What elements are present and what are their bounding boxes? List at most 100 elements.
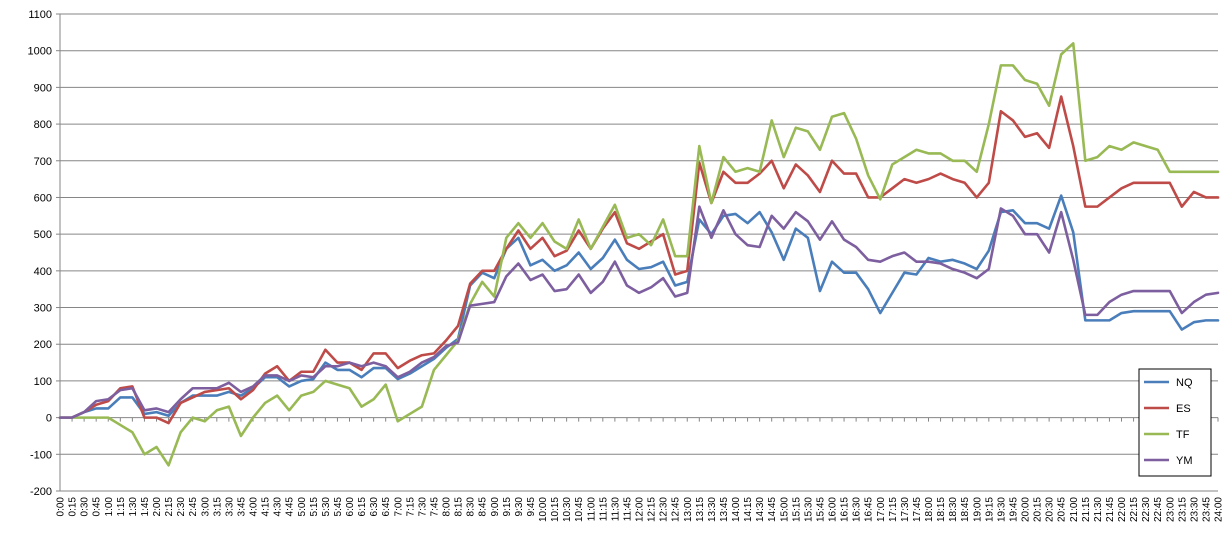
x-tick-label: 6:30 [369, 497, 380, 517]
x-tick-label: 6:15 [357, 497, 368, 517]
x-tick-label: 12:45 [671, 497, 682, 522]
x-tick-label: 11:15 [598, 497, 609, 522]
x-tick-label: 17:45 [912, 497, 923, 522]
x-tick-label: 15:45 [815, 497, 826, 522]
x-tick-label: 10:00 [538, 497, 549, 522]
x-tick-label: 1:30 [128, 497, 139, 517]
x-tick-label: 10:15 [550, 497, 561, 522]
x-tick-label: 14:45 [767, 497, 778, 522]
x-tick-label: 19:30 [996, 497, 1007, 522]
axes: -200 -100 0 100 200 300 400 500 600 700 800 900 1000… [28, 9, 1225, 522]
x-tick-label: 23:45 [1201, 497, 1212, 522]
x-tick-label: 0:45 [92, 497, 103, 517]
x-tick-label: 13:00 [683, 497, 694, 522]
x-tick-label: 13:45 [719, 497, 730, 522]
x-tick-label: 1:15 [116, 497, 127, 517]
legend-label-es: ES [1176, 403, 1191, 415]
x-tick-label: 6:00 [345, 497, 356, 517]
x-tick-label: 21:00 [1069, 497, 1080, 522]
x-tick-label: 22:45 [1153, 497, 1164, 522]
x-tick-label: 22:00 [1117, 497, 1128, 522]
y-tick-label: 400 [34, 266, 52, 278]
x-tick-label: 16:00 [828, 497, 839, 522]
x-tick-label: 24:00 [1214, 497, 1225, 522]
y-tick-label: 0 [46, 413, 52, 425]
x-tick-label: 19:15 [984, 497, 995, 522]
y-tick-label: 200 [34, 339, 52, 351]
x-tick-label: 18:15 [936, 497, 947, 522]
x-tick-label: 7:45 [429, 497, 440, 517]
x-tick-label: 6:45 [381, 497, 392, 517]
x-tick-label: 18:00 [924, 497, 935, 522]
x-tick-label: 12:15 [647, 497, 658, 522]
x-tick-label: 21:15 [1081, 497, 1092, 522]
x-tick-label: 13:15 [695, 497, 706, 522]
x-tick-label: 14:30 [755, 497, 766, 522]
x-tick-label: 22:30 [1141, 497, 1152, 522]
y-tick-label: 1100 [28, 9, 52, 21]
series-line-tf [58, 42, 1220, 467]
y-tick-label: 1000 [28, 46, 52, 58]
x-tick-label: 23:30 [1189, 497, 1200, 522]
x-tick-label: 1:45 [140, 497, 151, 517]
x-tick-label: 20:15 [1033, 497, 1044, 522]
x-tick-label: 19:00 [972, 497, 983, 522]
y-tick-label: 900 [34, 82, 52, 94]
x-tick-label: 9:15 [502, 497, 513, 517]
x-tick-label: 16:30 [852, 497, 863, 522]
x-tick-label: 3:00 [200, 497, 211, 517]
x-tick-label: 3:15 [212, 497, 223, 517]
y-tick-label: -100 [30, 449, 52, 461]
x-tick-label: 23:00 [1165, 497, 1176, 522]
x-tick-label: 12:00 [635, 497, 646, 522]
legend-label-tf: TF [1176, 429, 1190, 441]
gridlines [60, 13, 1218, 492]
x-tick-label: 21:30 [1093, 497, 1104, 522]
x-tick-label: 23:15 [1177, 497, 1188, 522]
x-tick-label: 18:45 [960, 497, 971, 522]
x-tick-label: 0:15 [68, 497, 79, 517]
x-tick-label: 9:00 [490, 497, 501, 517]
series-line-es [58, 95, 1220, 425]
x-tick-label: 20:00 [1021, 497, 1032, 522]
x-tick-label: 2:15 [164, 497, 175, 517]
x-tick-label: 7:30 [417, 497, 428, 517]
series-lines [58, 42, 1220, 467]
x-tick-label: 4:15 [261, 497, 272, 517]
x-tick-label: 15:00 [779, 497, 790, 522]
x-tick-label: 15:30 [803, 497, 814, 522]
x-tick-label: 5:30 [321, 497, 332, 517]
x-tick-label: 2:00 [152, 497, 163, 517]
x-tick-label: 14:00 [731, 497, 742, 522]
x-tick-label: 11:45 [622, 497, 633, 522]
x-tick-label: 17:00 [876, 497, 887, 522]
x-tick-label: 17:30 [900, 497, 911, 522]
x-tick-label: 5:15 [309, 497, 320, 517]
y-tick-label: 700 [34, 156, 52, 168]
x-tick-label: 7:15 [405, 497, 416, 517]
series-line-nq [58, 194, 1220, 419]
y-tick-label: 100 [34, 376, 52, 388]
x-tick-label: 13:30 [707, 497, 718, 522]
x-tick-label: 10:30 [562, 497, 573, 522]
x-tick-label: 15:15 [791, 497, 802, 522]
x-tick-label: 20:30 [1045, 497, 1056, 522]
x-tick-label: 5:45 [333, 497, 344, 517]
x-tick-label: 9:30 [514, 497, 525, 517]
legend-box [1138, 368, 1212, 477]
legend: NQ ES TF YM [1138, 368, 1212, 477]
x-tick-label: 16:45 [864, 497, 875, 522]
x-tick-label: 10:45 [574, 497, 585, 522]
x-tick-label: 17:15 [888, 497, 899, 522]
x-tick-label: 11:00 [586, 497, 597, 522]
x-tick-label: 20:45 [1057, 497, 1068, 522]
x-tick-label: 2:45 [188, 497, 199, 517]
x-tick-label: 7:00 [393, 497, 404, 517]
y-tick-label: 300 [34, 303, 52, 315]
x-tick-label: 21:45 [1105, 497, 1116, 522]
legend-label-ym: YM [1176, 455, 1193, 467]
x-tick-label: 0:30 [80, 497, 91, 517]
x-tick-label: 19:45 [1008, 497, 1019, 522]
